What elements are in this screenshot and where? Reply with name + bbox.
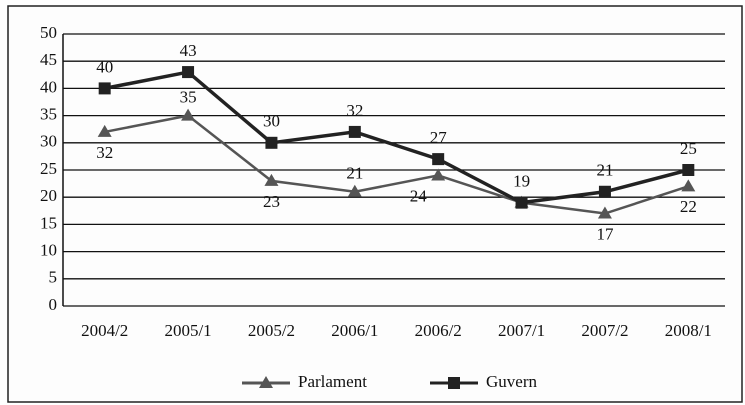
- x-tick-label: 2008/1: [665, 321, 712, 340]
- data-label: 25: [680, 139, 697, 158]
- data-label: 23: [263, 192, 280, 211]
- marker: [681, 179, 696, 192]
- frame: [7, 5, 743, 403]
- y-tick-label: 50: [40, 23, 57, 42]
- marker: [98, 82, 111, 95]
- y-tick-label: 35: [40, 105, 57, 124]
- x-tick-label: 2005/2: [248, 321, 295, 340]
- data-label: 43: [180, 41, 197, 60]
- data-label: 32: [96, 143, 113, 162]
- y-tick-label: 0: [49, 295, 58, 314]
- marker: [97, 124, 112, 137]
- marker: [181, 108, 196, 121]
- data-label: 40: [96, 57, 113, 76]
- marker: [515, 196, 528, 209]
- data-label: 22: [680, 197, 697, 216]
- x-tick-label: 2005/1: [164, 321, 211, 340]
- marker: [597, 206, 612, 219]
- series-line: [104, 114, 689, 215]
- x-tick-label: 2007/2: [581, 321, 628, 340]
- data-label: 32: [346, 101, 363, 120]
- data-label: 21: [346, 164, 363, 183]
- y-tick-label: 20: [40, 186, 57, 205]
- y-tick-label: 25: [40, 159, 57, 178]
- data-label: 21: [596, 161, 613, 180]
- marker: [347, 184, 362, 197]
- y-tick-label: 10: [40, 241, 57, 260]
- data-label: 19: [513, 172, 530, 191]
- marker: [682, 164, 695, 176]
- data-label: 35: [180, 88, 197, 107]
- legend-label: Guvern: [486, 372, 537, 391]
- y-tick-label: 45: [40, 50, 57, 69]
- data-label: 17: [596, 224, 614, 243]
- marker: [265, 136, 278, 149]
- marker: [431, 168, 446, 181]
- marker: [348, 125, 361, 138]
- marker: [448, 377, 460, 389]
- y-tick-label: 40: [40, 77, 57, 96]
- marker: [259, 376, 273, 388]
- y-tick-label: 30: [40, 132, 57, 151]
- x-tick-label: 2007/1: [498, 321, 545, 340]
- marker: [182, 66, 195, 79]
- data-label: 30: [263, 112, 280, 131]
- y-tick-label: 5: [49, 268, 58, 287]
- data-label: 27: [430, 128, 448, 147]
- x-tick-label: 2004/2: [81, 321, 128, 340]
- marker: [432, 153, 445, 166]
- x-tick-label: 2006/2: [415, 321, 462, 340]
- x-tick-label: 2006/1: [331, 321, 378, 340]
- marker: [264, 173, 279, 186]
- series-line: [104, 70, 689, 205]
- y-tick-label: 15: [40, 213, 57, 232]
- marker: [598, 185, 611, 198]
- data-label: 24: [410, 186, 428, 205]
- legend-label: Parlament: [298, 372, 367, 391]
